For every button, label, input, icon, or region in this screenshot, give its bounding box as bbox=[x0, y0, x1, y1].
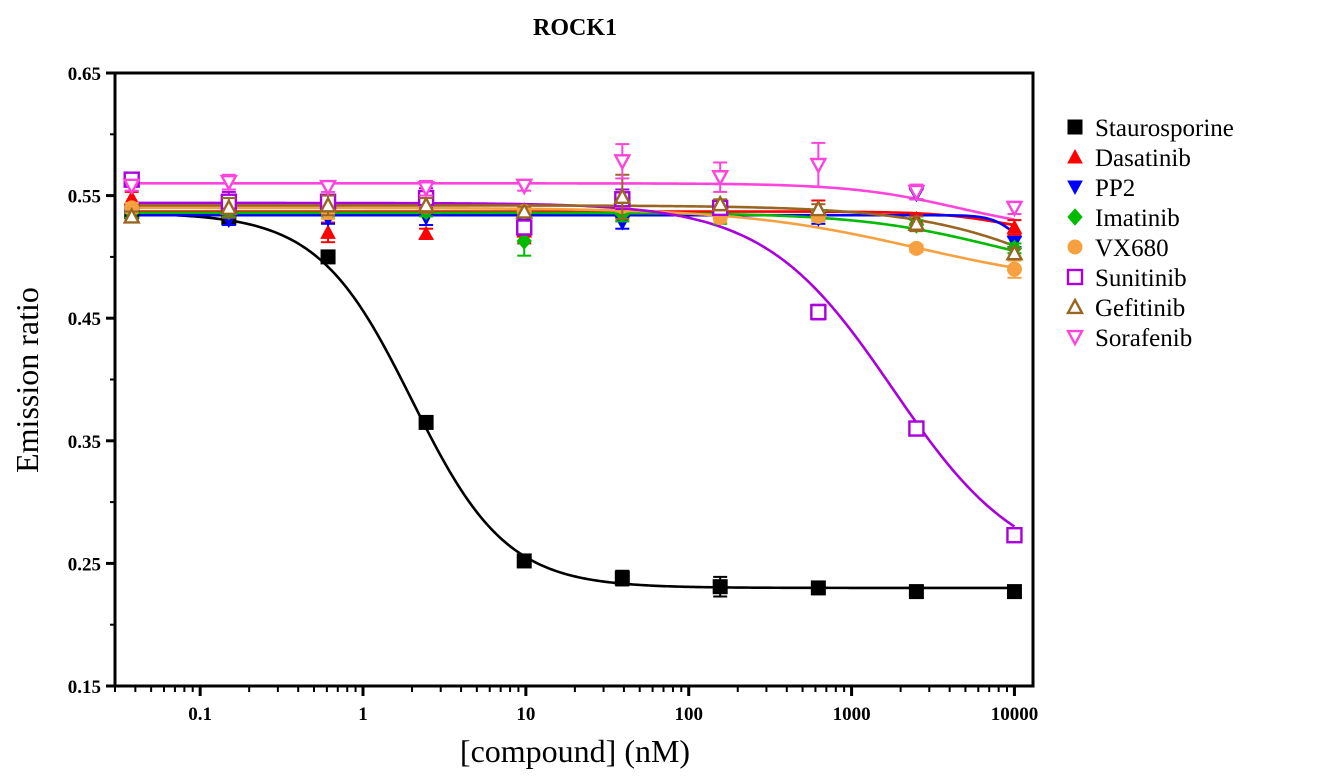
axes: 0.15 0.25 0.35 0.45 0.55 0.65 0.1 1 10 100 1000 100… bbox=[68, 64, 1038, 725]
legend-label: Dasatinib bbox=[1095, 145, 1191, 172]
data-point bbox=[908, 420, 925, 437]
data-points bbox=[122, 141, 1024, 600]
fit-curves bbox=[131, 182, 1016, 590]
legend-marker bbox=[1067, 148, 1083, 164]
data-point bbox=[516, 219, 533, 236]
data-point bbox=[319, 195, 338, 213]
data-point bbox=[320, 224, 336, 239]
data-point bbox=[1006, 261, 1022, 277]
y-tick-label: 0.55 bbox=[68, 187, 101, 208]
data-point bbox=[417, 181, 436, 198]
legend-marker bbox=[1067, 208, 1083, 226]
data-point bbox=[516, 232, 532, 250]
data-point bbox=[712, 579, 728, 595]
y-tick-label: 0.45 bbox=[68, 309, 101, 330]
legend-marker bbox=[1067, 239, 1083, 255]
legend-label: Gefitinib bbox=[1095, 295, 1185, 322]
series-staurosporine bbox=[124, 204, 1022, 600]
fit-curve bbox=[131, 201, 1016, 528]
x-tick-label: 0.1 bbox=[188, 704, 212, 725]
data-point bbox=[1005, 243, 1024, 261]
y-axis-label: Emission ratio bbox=[9, 287, 45, 473]
series-gefitinib bbox=[122, 173, 1024, 261]
legend: Staurosporine Dasatinib PP2 Imatinib VX680 Su… bbox=[1065, 115, 1234, 352]
fit-curve bbox=[131, 212, 1015, 590]
fit-curve bbox=[131, 182, 1015, 221]
data-point bbox=[614, 570, 630, 586]
fit-curve bbox=[131, 211, 1015, 253]
legend-marker bbox=[1066, 268, 1084, 286]
x-axis-label: [compound] (nM) bbox=[460, 733, 690, 769]
x-tick-label: 1 bbox=[358, 704, 368, 725]
data-point bbox=[1006, 219, 1023, 234]
data-point bbox=[613, 154, 632, 171]
legend-item: Imatinib bbox=[1067, 205, 1180, 232]
x-tick-label: 10 bbox=[516, 704, 535, 725]
data-point bbox=[320, 249, 336, 265]
x-tick-label: 1000 bbox=[833, 704, 871, 725]
data-point bbox=[418, 225, 434, 241]
data-point bbox=[711, 170, 730, 187]
fit-curve bbox=[131, 206, 1015, 270]
legend-label: Staurosporine bbox=[1095, 115, 1234, 142]
data-point bbox=[810, 303, 827, 321]
data-point bbox=[613, 187, 632, 204]
data-point bbox=[1005, 200, 1024, 218]
data-point bbox=[515, 178, 534, 196]
plot-frame bbox=[113, 71, 1035, 688]
data-point bbox=[1006, 527, 1023, 544]
x-tick-label: 100 bbox=[674, 704, 703, 725]
data-point bbox=[418, 414, 434, 430]
data-point bbox=[219, 174, 238, 192]
legend-label: Imatinib bbox=[1095, 205, 1180, 232]
fit-curve bbox=[131, 213, 1016, 235]
data-point bbox=[809, 199, 828, 217]
legend-item: PP2 bbox=[1067, 175, 1135, 202]
legend-marker bbox=[1065, 329, 1085, 347]
legend-label: VX680 bbox=[1095, 235, 1169, 262]
data-point bbox=[908, 584, 924, 600]
legend-label: PP2 bbox=[1095, 175, 1135, 202]
data-point bbox=[417, 195, 436, 213]
series-dasatinib bbox=[123, 190, 1023, 245]
y-tick-label: 0.15 bbox=[68, 677, 101, 698]
data-point bbox=[711, 194, 730, 212]
data-point bbox=[122, 206, 141, 224]
data-point bbox=[908, 240, 924, 256]
data-point bbox=[319, 179, 338, 197]
legend-item: Sorafenib bbox=[1065, 325, 1192, 352]
legend-item: Dasatinib bbox=[1067, 145, 1191, 172]
data-point bbox=[810, 580, 826, 596]
data-point bbox=[515, 202, 534, 219]
data-point bbox=[1006, 584, 1022, 600]
chart-title: ROCK1 bbox=[533, 15, 617, 41]
legend-marker bbox=[1067, 119, 1083, 135]
legend-item: Sunitinib bbox=[1066, 265, 1187, 292]
fit-curve bbox=[131, 204, 1015, 248]
legend-item: VX680 bbox=[1067, 235, 1169, 262]
data-point bbox=[809, 157, 828, 175]
legend-label: Sunitinib bbox=[1095, 265, 1187, 292]
y-tick-label: 0.35 bbox=[68, 432, 101, 453]
data-point bbox=[907, 214, 926, 231]
y-tick-label: 0.65 bbox=[68, 64, 101, 85]
x-tick-label: 10000 bbox=[991, 704, 1039, 725]
data-point bbox=[516, 553, 532, 569]
legend-label: Sorafenib bbox=[1095, 325, 1192, 352]
y-tick-label: 0.25 bbox=[68, 554, 101, 575]
series-sorafenib bbox=[122, 141, 1024, 218]
legend-item: Staurosporine bbox=[1067, 115, 1234, 142]
legend-item: Gefitinib bbox=[1065, 295, 1185, 322]
legend-marker bbox=[1067, 180, 1083, 196]
data-point bbox=[219, 198, 238, 216]
data-point bbox=[122, 178, 141, 196]
data-point bbox=[907, 184, 926, 202]
legend-marker bbox=[1065, 297, 1085, 315]
